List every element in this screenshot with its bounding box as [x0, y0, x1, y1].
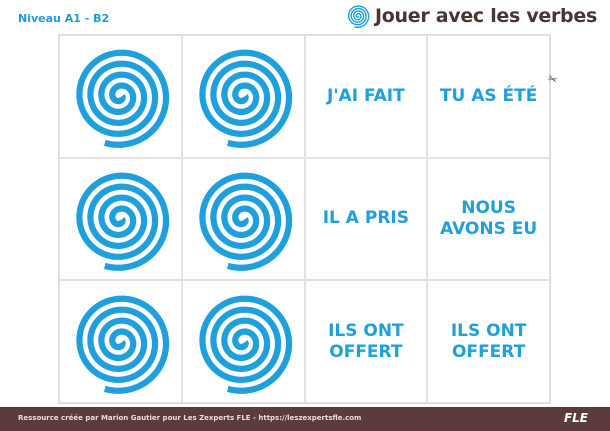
- verb-text: ILS ONT OFFERT: [450, 320, 527, 362]
- card: [181, 280, 305, 403]
- title-text: Jouer avec les verbes: [375, 5, 597, 27]
- spiral-icon: [76, 172, 170, 271]
- level-label: Niveau A1 - B2: [18, 12, 110, 25]
- zexperts-logo: FLE: [563, 411, 588, 425]
- spiral-icon: [199, 295, 293, 394]
- verb-text: IL A PRIS: [322, 208, 410, 229]
- card: ILS ONT OFFERT: [304, 280, 428, 403]
- verb-text: J'AI FAIT: [327, 85, 405, 106]
- card: IL A PRIS: [304, 157, 428, 281]
- footer-credit: Ressource créée par Marion Gautier pour …: [18, 414, 362, 422]
- card: [59, 157, 182, 281]
- spiral-icon: [76, 49, 170, 149]
- footer: Ressource créée par Marion Gautier pour …: [0, 407, 610, 431]
- spiral-icon: [76, 295, 170, 394]
- card: ILS ONT OFFERT: [427, 280, 550, 403]
- page-title: Jouer avec les verbes: [346, 4, 597, 28]
- card: [181, 35, 305, 158]
- verb-text: ILS ONT OFFERT: [328, 320, 404, 362]
- card: TU AS ÉTÉ: [427, 35, 550, 158]
- verb-text: NOUS AVONS EU: [440, 197, 538, 239]
- verb-text: TU AS ÉTÉ: [439, 85, 538, 106]
- card: [59, 35, 182, 158]
- card: NOUS AVONS EU: [427, 157, 550, 281]
- card: J'AI FAIT: [304, 35, 428, 158]
- card: [59, 280, 182, 403]
- spiral-icon: [199, 172, 293, 271]
- spiral-icon: [347, 5, 370, 28]
- spiral-icon: [199, 49, 293, 149]
- card-grid: J'AI FAIT TU AS ÉTÉ IL A PRIS NOUS AVONS EU…: [58, 34, 551, 404]
- card: [181, 157, 305, 281]
